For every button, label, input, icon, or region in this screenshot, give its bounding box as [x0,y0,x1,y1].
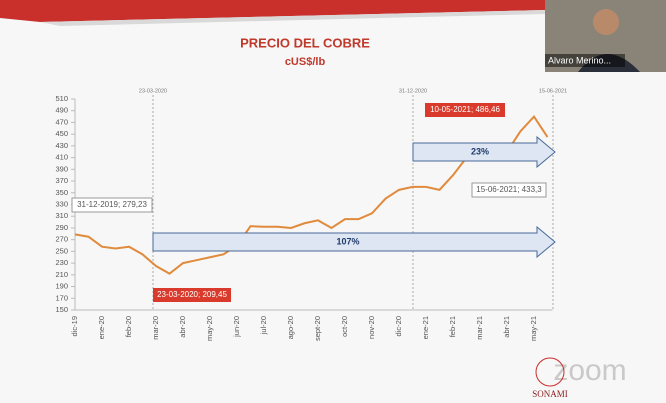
chart-subtitle: cUS$/lb [285,56,326,68]
y-tick-label: 250 [55,246,68,255]
x-tick-label: abr-21 [502,316,511,338]
marker-label: 23-03-2020 [139,88,167,94]
x-tick-label: abr-20 [178,316,187,338]
y-tick-label: 470 [55,117,68,126]
annotation-box [153,288,231,302]
name-bg [545,54,625,67]
y-tick-label: 210 [55,270,68,279]
y-tick-label: 170 [55,293,68,302]
arrow-label: 23% [471,146,489,156]
y-tick-label: 190 [55,282,68,291]
marker-label: 15-06-2021 [539,88,567,94]
x-tick-label: sept-20 [313,316,322,341]
y-tick-label: 150 [55,305,68,314]
zoom-logo: zoom [553,354,626,387]
x-tick-label: nov-20 [367,316,376,339]
arrow-label: 107% [336,236,359,246]
x-tick-label: jun-20 [232,316,241,338]
y-tick-label: 430 [55,141,68,150]
x-tick-label: feb-21 [448,316,457,337]
annotation: 31-12-2019; 279,23 [77,200,147,209]
y-tick-label: 490 [55,106,68,115]
annotation: 23-03-2020; 209,45 [157,290,227,299]
x-tick-label: mar-21 [475,316,484,340]
y-tick-label: 230 [55,258,68,267]
annotation-box [471,182,547,198]
y-tick-label: 290 [55,223,68,232]
face [593,9,619,35]
marker-label: 31-12-2020 [399,88,427,94]
x-tick-label: oct-20 [340,316,349,337]
annotation: 10-05-2021; 486,46 [430,105,500,114]
plot: 150 170 190 210 230 250 270 290 310 330 350 370 390 4… [55,88,567,341]
video-tile: Alvaro Merino... [545,0,666,72]
sonami-seal [535,357,565,387]
y-tick-label: 330 [55,199,68,208]
chart-title: PRECIO DEL COBRE [240,35,370,50]
y-tick-label: 450 [55,129,68,138]
y-tick-label: 410 [55,153,68,162]
annotations: 31-12-2019; 279,23 23-03-2020; 209,45 10… [71,103,556,302]
participant-name: Alvaro Merino... [548,55,611,65]
header-band [0,0,545,22]
annotation-box [425,103,505,117]
x-tick-label: ene-21 [421,316,430,339]
annotation-box [71,197,153,213]
y-tick-label: 270 [55,235,68,244]
brand: SONAMI [532,389,568,399]
x-tick-label: ago-20 [286,316,295,339]
y-tick-label: 370 [55,176,68,185]
x-tick-label: feb-20 [124,316,133,337]
y-tick-label: 390 [55,164,68,173]
y-tick-label: 350 [55,188,68,197]
x-tick-label: jul-20 [259,316,268,335]
annotation: 15-06-2021; 433,3 [476,185,542,194]
header-band-gray [40,10,545,26]
arrow [412,135,556,169]
arrow [152,225,556,259]
x-tick-label: ene-20 [97,316,106,339]
x-tick-label: dic-20 [394,316,403,336]
x-tick-label: may-21 [529,316,538,341]
x-tick-label: may-20 [205,316,214,341]
x-tick-label: dic-19 [70,316,79,336]
y-tick-label: 310 [55,211,68,220]
y-tick-label: 510 [55,94,68,103]
x-tick-label: mar-20 [151,316,160,340]
